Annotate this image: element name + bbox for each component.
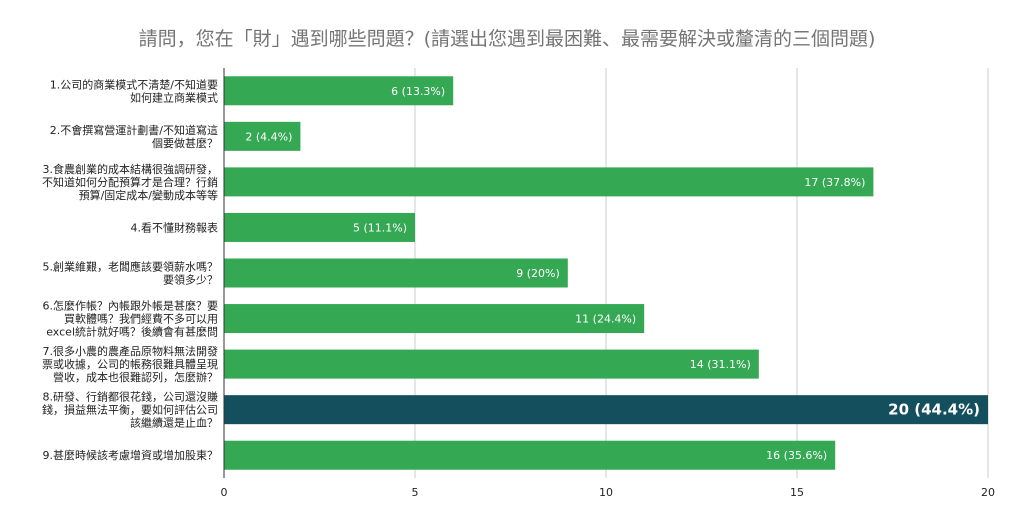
data-label: 11 (24.4%) <box>575 313 636 326</box>
category-label: 如何建立商業模式 <box>130 90 218 104</box>
category-label: 買軟體嗎？我們經費不多可以用 <box>64 312 218 326</box>
category-label: 錢，損益無法平衡，要如何評估公司 <box>42 403 218 417</box>
data-label: 6 (13.3%) <box>391 85 445 98</box>
category-label: 6.怎麼作帳？內帳跟外帳是甚麼？要 <box>43 299 219 313</box>
data-label: 16 (35.6%) <box>766 449 827 462</box>
data-label: 5 (11.1%) <box>353 221 407 234</box>
x-tick-label: 20 <box>981 486 995 499</box>
bar <box>224 167 874 197</box>
bar <box>224 212 415 242</box>
data-label: 17 (37.8%) <box>804 176 865 189</box>
bar <box>224 76 454 106</box>
category-label: excel統計就好嗎？後續會有甚麼問 <box>46 325 218 339</box>
category-label: 該繼續還是止血？ <box>130 416 218 430</box>
category-label: 4.看不懂財務報表 <box>131 220 219 234</box>
bar <box>224 121 301 151</box>
bar <box>224 395 988 425</box>
bar <box>224 349 759 379</box>
category-label: 個要做甚麼？ <box>152 136 218 150</box>
category-label: 5.創業維艱，老闆應該要領薪水嗎？ <box>43 260 219 274</box>
chart-title: 請問，您在「財」遇到哪些問題？(請選出您遇到最困難、最需要解決或釐清的三個問題) <box>138 28 876 50</box>
data-label: 14 (31.1%) <box>690 358 751 371</box>
category-label: 票或收據，公司的帳務很難具體呈現 <box>42 357 218 371</box>
bar <box>224 440 836 470</box>
category-label: 預算/固定成本/變動成本等等 <box>79 188 218 202</box>
category-label: 1.公司的商業模式不清楚/不知道要 <box>50 77 218 91</box>
data-label: 9 (20%) <box>516 267 560 280</box>
bar <box>224 258 568 288</box>
bar <box>224 304 645 334</box>
category-label: 7.很多小農的農產品原物料無法開發 <box>43 344 219 358</box>
category-label: 3.食農創業的成本結構很強調研發， <box>43 162 219 176</box>
x-tick-label: 10 <box>599 486 613 499</box>
x-tick-label: 5 <box>412 486 419 499</box>
data-label: 2 (4.4%) <box>245 130 292 143</box>
category-label: 8.研發、行銷都很花錢，公司還沒賺 <box>43 390 219 404</box>
x-tick-label: 0 <box>221 486 228 499</box>
category-label: 要領多少？ <box>163 273 218 287</box>
x-tick-label: 15 <box>790 486 804 499</box>
data-label: 20 (44.4%) <box>888 401 980 419</box>
category-label: 9.甚麼時候該考慮增資或增加股東？ <box>43 448 219 462</box>
category-label: 營收，成本也很難認列，怎麼辦？ <box>53 370 218 384</box>
category-label: 2.不會撰寫營運計劃書/不知道寫這 <box>50 123 218 137</box>
category-label: 不知道如何分配預算才是合理？行銷 <box>42 175 218 189</box>
